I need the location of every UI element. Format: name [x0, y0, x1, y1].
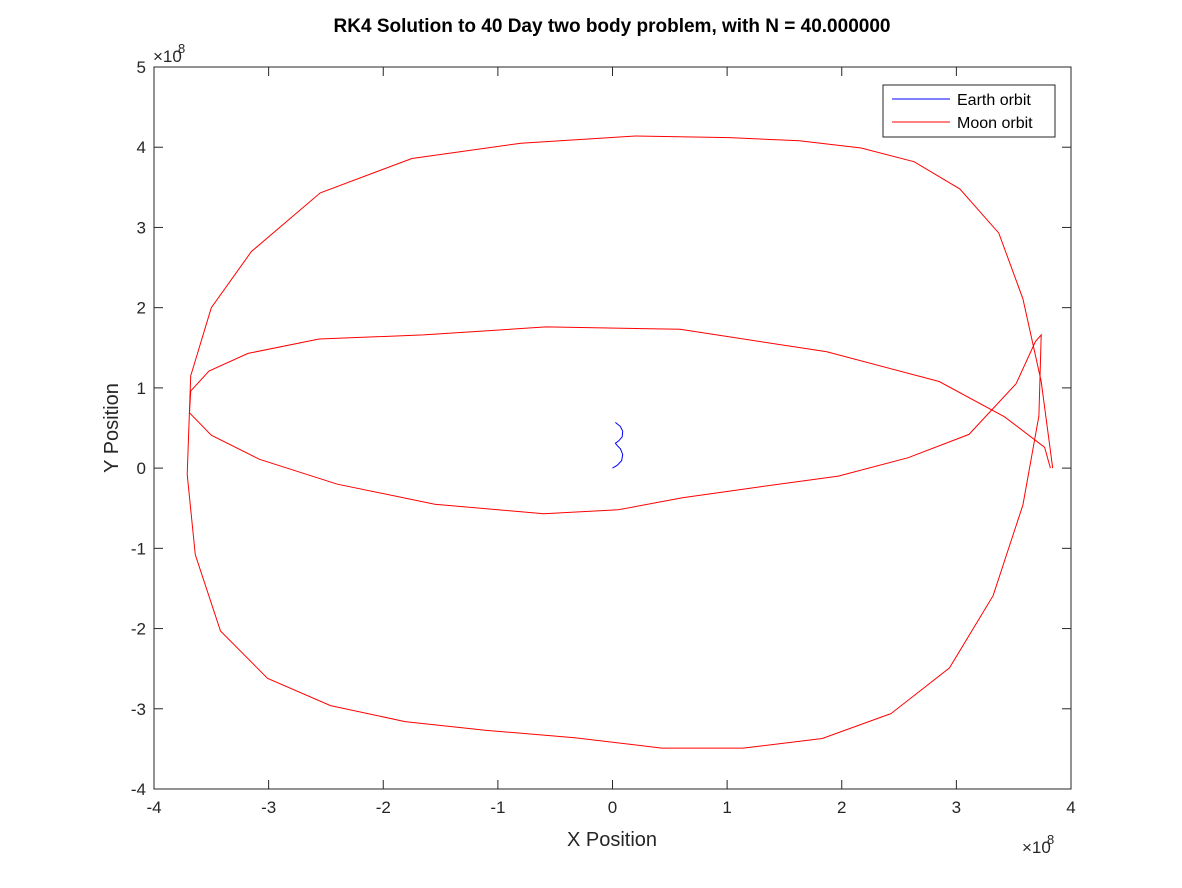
y-tick-label: -2	[131, 620, 146, 639]
x-axis-exponent: ×10 8	[1022, 832, 1054, 857]
legend[interactable]: Earth orbit Moon orbit	[882, 84, 1056, 138]
x-tick-label: 4	[1066, 798, 1075, 817]
y-tick-label: -4	[131, 780, 146, 799]
x-tick-label: 0	[608, 798, 617, 817]
plot-area: -4 -3 -2 -1 0 1 2 3 4 -4 -3 -2 -1 0 1 2 3 4 5	[131, 58, 1076, 817]
x-tick-label: -3	[261, 798, 276, 817]
x-tick-label: 1	[722, 798, 731, 817]
x-tick-label: 3	[952, 798, 961, 817]
y-tick-label: -3	[131, 700, 146, 719]
y-tick-label: 1	[137, 379, 146, 398]
moon-orbit-line	[186, 135, 1054, 749]
y-tick-label: 0	[137, 459, 146, 478]
y-exponent-base: ×10	[153, 47, 182, 66]
x-axis-ticks: -4 -3 -2 -1 0 1 2 3 4	[146, 67, 1076, 817]
x-tick-label: 2	[837, 798, 846, 817]
y-exponent-power: 8	[178, 41, 185, 56]
y-axis-label: Y Position	[101, 383, 123, 473]
x-tick-label: -4	[146, 798, 161, 817]
x-axis-label: X Position	[567, 829, 657, 851]
y-tick-label: 4	[137, 138, 146, 157]
y-tick-label: -1	[131, 539, 146, 558]
x-exponent-power: 8	[1047, 832, 1054, 847]
legend-label-moon: Moon orbit	[957, 115, 1033, 132]
earth-orbit-line	[612, 422, 624, 469]
series-layer	[186, 135, 1054, 749]
axes-box	[153, 66, 1072, 790]
y-axis-exponent: ×10 8	[153, 41, 185, 66]
x-exponent-base: ×10	[1022, 838, 1051, 857]
y-tick-label: 5	[137, 58, 146, 77]
y-axis-ticks: -4 -3 -2 -1 0 1 2 3 4 5	[131, 58, 1071, 799]
y-tick-label: 3	[137, 218, 146, 237]
x-tick-label: -2	[376, 798, 391, 817]
legend-box	[882, 84, 1056, 138]
chart-title: RK4 Solution to 40 Day two body problem,…	[334, 16, 891, 37]
x-tick-label: -1	[490, 798, 505, 817]
y-tick-label: 2	[137, 299, 146, 318]
legend-label-earth: Earth orbit	[957, 92, 1031, 109]
